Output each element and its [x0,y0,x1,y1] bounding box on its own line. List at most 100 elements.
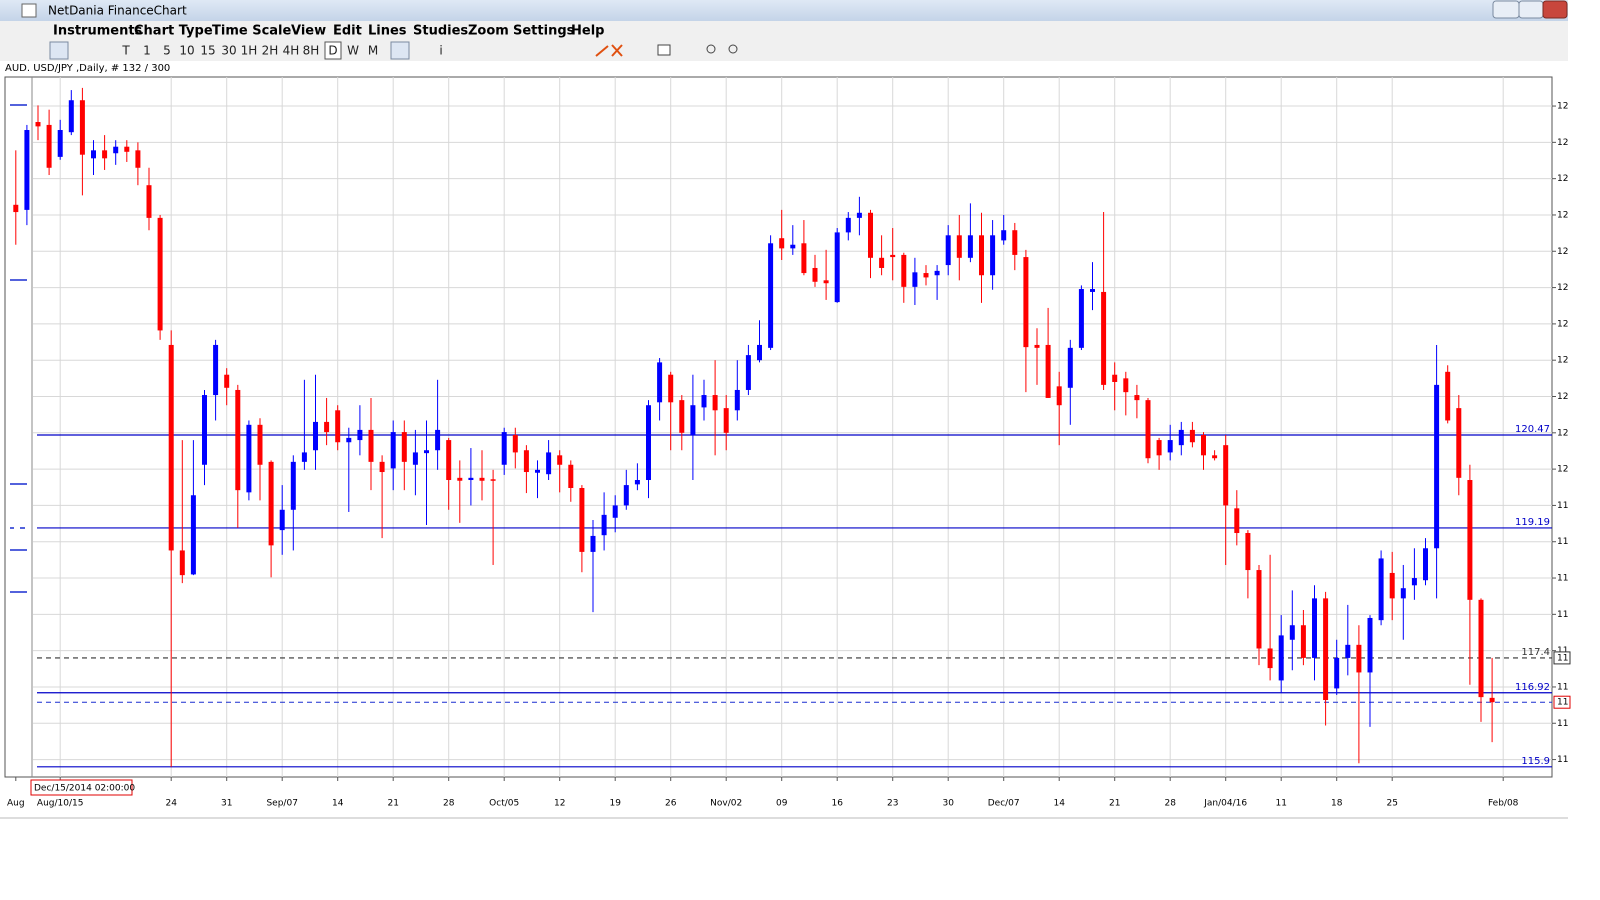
toolbar-button[interactable]: W [347,44,359,58]
minimize-button[interactable] [1492,0,1520,19]
candle-body [768,243,774,348]
menu-item[interactable]: Lines [368,24,407,39]
candle-body [845,217,851,233]
candle-body [923,273,929,278]
candle-body [235,389,241,491]
toolbar-button[interactable]: 15 [200,44,215,58]
toolbar-button[interactable]: 2H [262,44,279,58]
menu-item[interactable]: Settings [513,24,575,39]
candle-body [1445,371,1451,421]
x-tick-label: 18 [1331,799,1343,809]
x-tick-label: 30 [942,799,954,809]
menu-bar [0,21,1568,40]
y-tick-label: 11 [1557,755,1568,765]
crosshair-button[interactable] [390,41,410,60]
toolbar-button[interactable]: M [368,44,378,58]
zoom-out-icon[interactable] [728,44,738,54]
candle-body [734,389,740,411]
y-tick-label: 12 [1557,247,1568,257]
candle-body [1112,374,1118,382]
toolbar-button[interactable]: 1 [143,44,151,58]
menu-item[interactable]: Edit [333,24,362,39]
menu-item[interactable]: Chart Type [134,24,213,39]
toolbar-button[interactable]: 1H [241,44,258,58]
candle-body [401,432,407,462]
candle-body [268,461,274,546]
candle-chart-button[interactable] [49,41,69,60]
candle-body [257,424,263,465]
candle-body [279,509,285,531]
candle-body [1411,578,1417,586]
menu-item[interactable]: Instruments [53,24,143,39]
candle-body [390,432,396,469]
menu-item[interactable]: View [291,24,326,39]
candle-body [157,217,163,331]
print-icon[interactable] [657,44,671,56]
x-tick-label: 12 [554,799,565,809]
candle-body [79,100,85,155]
candle-body [1090,289,1095,292]
menu-item[interactable]: Zoom [468,24,509,39]
toolbar-button[interactable]: 10 [179,44,194,58]
candle-body [190,495,196,575]
x-tick-label: 16 [831,799,843,809]
candle-body [1423,548,1428,581]
candle-body [1067,347,1073,388]
x-tick-label: 21 [1109,799,1120,809]
candle-body [1234,508,1240,534]
candle-body [179,550,185,576]
candle-body [1256,570,1262,649]
candle-body [890,254,896,258]
candle-body [424,450,429,454]
candle-body [801,243,807,274]
candle-body [301,452,307,462]
candle-body [290,461,296,510]
candle-body [435,429,441,451]
candle-body [24,130,30,210]
y-tick-label: 12 [1557,102,1568,112]
candle-body [945,235,951,266]
zoom-in-icon[interactable] [706,44,716,54]
candle-body [912,272,918,287]
candle-body [1101,291,1107,385]
menu-item[interactable]: Studies [413,24,468,39]
candle-body [779,238,785,249]
toolbar-button[interactable]: i [439,44,442,58]
candle-body [1300,625,1306,658]
x-tick-label: 28 [1164,799,1176,809]
toolbar-button[interactable]: 5 [163,44,171,58]
x-tick-label: 14 [1053,799,1065,809]
candle-body [1223,445,1229,506]
candle-body [1012,230,1018,255]
y-tick-label: 12 [1557,138,1568,148]
candle-body [1023,257,1029,348]
x-tick-label: 26 [665,799,677,809]
toolbar-button[interactable]: T [121,44,130,58]
price-box-label: 11 [1557,698,1568,708]
toolbar-button[interactable]: 30 [221,44,236,58]
candle-body [1456,408,1462,478]
x-tick-label: 11 [1275,799,1286,809]
toolbar-button[interactable]: D [328,44,337,58]
candle-body [1178,429,1184,446]
y-tick-label: 11 [1557,719,1568,729]
candle-body [512,434,518,453]
delete-lines-icon[interactable] [595,44,623,57]
menu-item[interactable]: Time Scale [212,24,292,39]
price-box [1553,695,1571,709]
toolbar-button[interactable]: 4H [283,44,300,58]
candle-body [1289,625,1295,640]
toolbar-button[interactable]: 8H [303,44,320,58]
candle-body [1345,644,1351,658]
candle-body [324,421,330,433]
candle-body [202,395,207,465]
maximize-button[interactable] [1518,0,1544,19]
candle-body [168,344,174,551]
candle-body [901,254,907,287]
menu-item[interactable]: Help [571,24,604,39]
candle-body [1323,598,1329,701]
candle-body [557,455,563,465]
candle-body [368,429,374,462]
y-tick-label: 12 [1557,174,1568,184]
close-button[interactable] [1542,0,1568,19]
